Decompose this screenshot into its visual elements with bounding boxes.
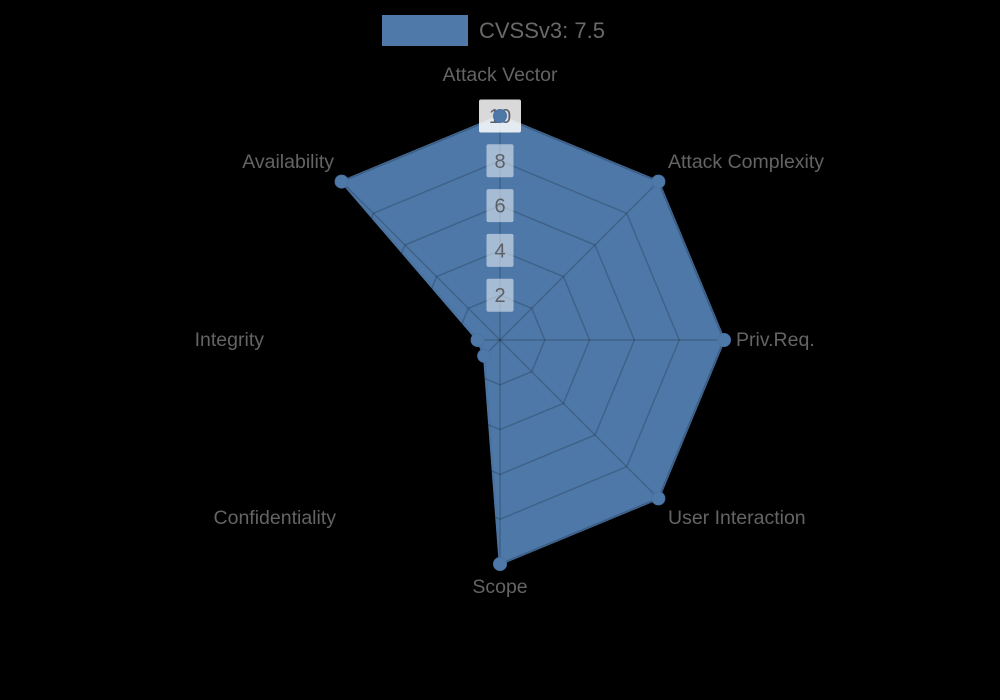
axis-spoke bbox=[499, 339, 659, 499]
axis-label-attack-vector: Attack Vector bbox=[443, 64, 558, 86]
vertex-dot bbox=[477, 348, 492, 363]
radial-tick-box bbox=[486, 233, 514, 267]
grid-ring bbox=[319, 159, 681, 521]
legend-swatch[interactable] bbox=[382, 15, 468, 46]
radial-tick-label: 6 bbox=[494, 196, 505, 218]
axis-spoke bbox=[341, 181, 501, 341]
grid-ring bbox=[364, 204, 636, 476]
radial-tick-box bbox=[486, 144, 514, 178]
vertex-dot bbox=[651, 491, 666, 506]
vertex-dot bbox=[493, 109, 507, 123]
vertex-dot bbox=[651, 174, 666, 189]
radial-tick-label: 4 bbox=[494, 240, 505, 262]
axis-label-availability: Availability bbox=[242, 151, 334, 173]
legend[interactable]: CVSSv3: 7.5 bbox=[382, 15, 605, 46]
axis-label-integrity: Integrity bbox=[195, 329, 265, 351]
radial-tick-label: 8 bbox=[494, 151, 505, 173]
axis-label-priv-req: Priv.Req. bbox=[736, 329, 815, 351]
axis-label-confidentiality: Confidentiality bbox=[214, 507, 337, 529]
axis-label-attack-complexity: Attack Complexity bbox=[668, 151, 824, 173]
axis-label-user-interaction: User Interaction bbox=[668, 507, 806, 529]
radial-tick-box bbox=[486, 189, 514, 223]
vertex-dot bbox=[717, 333, 731, 347]
axis-spoke bbox=[341, 339, 501, 499]
vertex-dot bbox=[334, 174, 349, 189]
radial-tick-label: 2 bbox=[494, 285, 505, 307]
grid-ring bbox=[409, 249, 591, 431]
axis-spoke bbox=[499, 181, 659, 341]
grid-ring bbox=[454, 294, 546, 386]
axis-label-scope: Scope bbox=[472, 576, 527, 598]
legend-label[interactable]: CVSSv3: 7.5 bbox=[479, 17, 605, 43]
vertex-dot bbox=[470, 333, 485, 347]
vertex-dot bbox=[493, 557, 507, 571]
radial-tick-box bbox=[486, 278, 514, 312]
